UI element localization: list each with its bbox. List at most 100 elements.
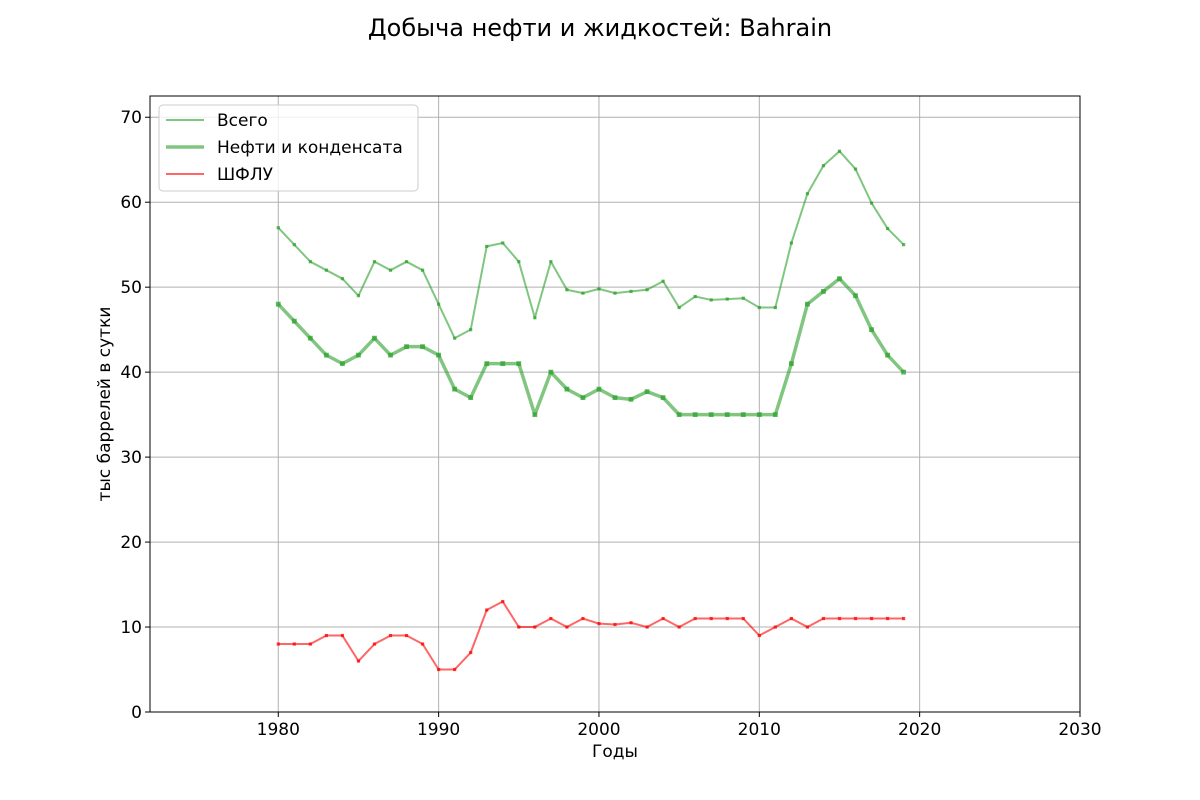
data-point — [837, 276, 842, 282]
data-point — [276, 642, 280, 646]
data-point — [372, 642, 377, 646]
series-oil-condensate-line — [277, 276, 905, 417]
data-point — [485, 608, 489, 612]
data-point — [565, 288, 569, 292]
data-point — [388, 633, 393, 638]
data-point — [869, 616, 874, 621]
data-point — [597, 622, 601, 626]
data-point — [340, 361, 345, 367]
data-point — [661, 279, 665, 283]
data-point — [596, 386, 602, 392]
data-point — [661, 616, 665, 621]
data-point — [773, 625, 777, 629]
data-point — [516, 361, 522, 367]
legend-label: ШФЛУ — [217, 165, 274, 185]
data-point — [404, 344, 409, 350]
data-point — [645, 625, 649, 629]
data-point — [837, 149, 842, 153]
data-point — [453, 667, 457, 672]
data-point — [517, 260, 521, 264]
x-axis-label: Годы — [592, 742, 638, 762]
y-tick-label: 10 — [120, 618, 142, 638]
data-point — [869, 201, 874, 205]
data-point — [356, 659, 361, 663]
data-point — [276, 226, 280, 230]
data-point — [821, 616, 826, 621]
data-point — [501, 241, 505, 245]
data-point — [741, 296, 745, 300]
legend-label: Нефти и конденсата — [217, 138, 403, 158]
data-point — [453, 336, 457, 340]
y-tick-label: 40 — [120, 363, 142, 383]
data-point — [805, 192, 810, 196]
data-point — [709, 616, 713, 621]
data-point — [837, 616, 842, 621]
data-point — [853, 293, 858, 299]
data-point — [324, 268, 328, 272]
data-point — [902, 243, 906, 247]
data-point — [436, 352, 442, 358]
series-oil-condensate — [275, 276, 907, 418]
data-point — [789, 241, 793, 245]
data-point — [356, 294, 361, 298]
data-point — [485, 244, 489, 248]
data-point — [484, 361, 490, 367]
grid — [150, 96, 1081, 713]
legend-label: Всего — [217, 111, 268, 131]
data-point — [644, 389, 650, 395]
data-point — [853, 167, 858, 171]
data-point — [580, 395, 586, 401]
data-point — [307, 335, 313, 341]
data-point — [676, 412, 682, 418]
data-point — [629, 289, 633, 294]
data-point — [805, 625, 810, 629]
data-point — [708, 412, 714, 418]
legend-box — [158, 104, 419, 192]
data-point — [324, 633, 328, 638]
data-point — [741, 616, 745, 621]
data-point — [452, 386, 458, 392]
plot-frame — [149, 95, 1081, 713]
data-point — [532, 412, 538, 418]
data-point — [469, 328, 473, 332]
data-point — [693, 616, 697, 621]
y-tick-label: 60 — [120, 193, 142, 213]
x-tick-label: 1990 — [417, 720, 460, 740]
data-point — [885, 226, 890, 231]
data-point — [757, 305, 761, 310]
data-point — [645, 288, 649, 292]
series-ngl-line — [278, 600, 904, 671]
data-point — [821, 164, 826, 168]
data-point — [885, 352, 890, 358]
data-point — [725, 297, 729, 301]
data-point — [853, 616, 858, 621]
data-point — [404, 633, 409, 638]
data-point — [500, 361, 506, 367]
data-point — [308, 642, 312, 646]
data-point — [901, 369, 907, 375]
data-point — [469, 650, 473, 655]
data-point — [468, 395, 474, 401]
data-point — [420, 642, 425, 646]
data-point — [291, 318, 297, 324]
series-total-line — [277, 150, 905, 340]
data-point — [564, 386, 570, 392]
data-point — [902, 616, 906, 621]
data-point — [788, 361, 794, 367]
data-point — [340, 277, 345, 281]
x-tick-label: 2020 — [898, 720, 941, 740]
data-point — [740, 412, 746, 418]
data-point — [565, 625, 569, 629]
data-point — [885, 616, 890, 621]
series-total — [276, 149, 906, 340]
data-point — [372, 335, 377, 341]
series-layer — [275, 149, 907, 672]
data-point — [323, 352, 329, 358]
data-point — [404, 260, 409, 264]
data-point — [581, 291, 585, 295]
x-tick-label: 1980 — [257, 720, 300, 740]
y-tick-label: 70 — [120, 108, 142, 128]
data-point — [548, 369, 554, 375]
data-point — [612, 395, 618, 401]
